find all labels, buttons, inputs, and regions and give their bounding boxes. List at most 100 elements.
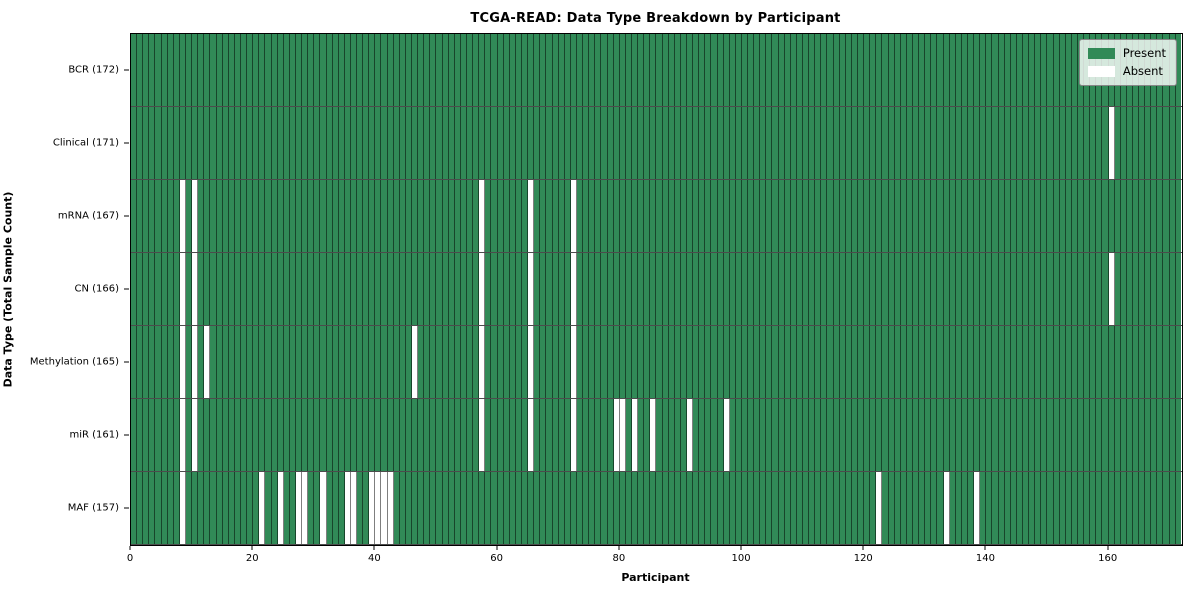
matrix-cell-present bbox=[803, 399, 810, 471]
matrix-cell-present bbox=[992, 399, 999, 471]
matrix-cell-present bbox=[937, 399, 944, 471]
matrix-cell-present bbox=[693, 472, 700, 544]
matrix-cell-present bbox=[888, 253, 895, 325]
matrix-cell-present bbox=[424, 107, 431, 179]
matrix-cell-present bbox=[412, 253, 419, 325]
matrix-cell-present bbox=[1169, 253, 1176, 325]
matrix-cell-present bbox=[1077, 107, 1085, 179]
matrix-cell-present bbox=[711, 107, 718, 179]
matrix-cell-present bbox=[430, 472, 437, 544]
matrix-cell-present bbox=[809, 180, 816, 252]
matrix-cell-present bbox=[607, 253, 614, 325]
matrix-cell-present bbox=[607, 326, 614, 398]
matrix-cell-present bbox=[858, 326, 865, 398]
matrix-cell-present bbox=[302, 326, 309, 398]
matrix-cell-present bbox=[1041, 472, 1048, 544]
matrix-cell-present bbox=[644, 180, 651, 252]
matrix-cell-present bbox=[1029, 253, 1036, 325]
matrix-cell-present bbox=[308, 326, 315, 398]
matrix-cell-present bbox=[363, 107, 370, 179]
matrix-cell-present bbox=[247, 34, 254, 106]
matrix-cell-present bbox=[778, 472, 785, 544]
matrix-cell-present bbox=[583, 326, 590, 398]
matrix-cell-present bbox=[1157, 107, 1164, 179]
matrix-cell-present bbox=[1139, 399, 1146, 471]
matrix-cell-present bbox=[919, 399, 926, 471]
matrix-cell-present bbox=[271, 472, 278, 544]
matrix-cell-present bbox=[760, 107, 767, 179]
matrix-cell-absent bbox=[570, 399, 577, 471]
matrix-cell-present bbox=[735, 34, 742, 106]
matrix-cell-present bbox=[155, 253, 162, 325]
matrix-cell-present bbox=[1108, 180, 1115, 252]
matrix-cell-present bbox=[888, 399, 895, 471]
matrix-cell-present bbox=[680, 107, 687, 179]
matrix-cell-present bbox=[576, 180, 584, 252]
matrix-cell-present bbox=[961, 472, 968, 544]
matrix-cell-present bbox=[729, 180, 736, 252]
matrix-cell-present bbox=[564, 34, 571, 106]
matrix-cell-present bbox=[381, 107, 388, 179]
matrix-cell-present bbox=[680, 399, 687, 471]
matrix-cell-present bbox=[576, 34, 584, 106]
matrix-cell-present bbox=[375, 326, 382, 398]
matrix-cell-present bbox=[803, 180, 810, 252]
matrix-cell-present bbox=[778, 107, 785, 179]
legend-item-present: Present bbox=[1087, 47, 1166, 60]
x-tick-label-80: 80 bbox=[612, 553, 626, 564]
matrix-cell-present bbox=[503, 326, 510, 398]
matrix-cell-present bbox=[265, 326, 272, 398]
matrix-cell-present bbox=[161, 253, 168, 325]
matrix-cell-present bbox=[277, 180, 284, 252]
matrix-cell-present bbox=[998, 472, 1005, 544]
matrix-cell-present bbox=[644, 399, 651, 471]
matrix-cell-present bbox=[589, 34, 596, 106]
matrix-cell-present bbox=[870, 180, 877, 252]
matrix-cell-present bbox=[1102, 180, 1109, 252]
matrix-cell-present bbox=[638, 34, 645, 106]
matrix-cell-present bbox=[412, 34, 419, 106]
matrix-cell-present bbox=[894, 34, 901, 106]
matrix-cell-present bbox=[1163, 326, 1170, 398]
matrix-cell-present bbox=[595, 107, 602, 179]
matrix-cell-present bbox=[1010, 472, 1017, 544]
matrix-cell-present bbox=[937, 472, 944, 544]
matrix-cell-present bbox=[760, 34, 767, 106]
matrix-cell-present bbox=[509, 34, 516, 106]
matrix-cell-present bbox=[613, 472, 620, 544]
matrix-cell-present bbox=[515, 180, 522, 252]
matrix-cell-present bbox=[919, 180, 926, 252]
matrix-cell-present bbox=[595, 472, 602, 544]
matrix-cell-present bbox=[1157, 253, 1164, 325]
matrix-cell-absent bbox=[412, 326, 419, 398]
matrix-cell-present bbox=[882, 399, 889, 471]
matrix-cell-present bbox=[1169, 107, 1176, 179]
matrix-cell-present bbox=[1145, 253, 1152, 325]
matrix-cell-present bbox=[1175, 34, 1181, 106]
matrix-cell-present bbox=[748, 253, 755, 325]
matrix-cell-present bbox=[1047, 180, 1054, 252]
matrix-cell-present bbox=[283, 253, 290, 325]
matrix-cell-present bbox=[344, 107, 351, 179]
matrix-cell-present bbox=[949, 472, 956, 544]
matrix-cell-present bbox=[350, 253, 358, 325]
matrix-cell-absent bbox=[192, 253, 199, 325]
matrix-cell-present bbox=[143, 180, 150, 252]
matrix-cell-present bbox=[888, 472, 895, 544]
matrix-cell-present bbox=[338, 399, 345, 471]
matrix-cell-present bbox=[821, 180, 828, 252]
matrix-cell-present bbox=[882, 180, 889, 252]
matrix-cell-present bbox=[790, 326, 797, 398]
matrix-cell-present bbox=[974, 399, 981, 471]
matrix-cell-present bbox=[393, 107, 400, 179]
matrix-cell-present bbox=[332, 34, 339, 106]
matrix-cell-present bbox=[143, 253, 150, 325]
matrix-cell-present bbox=[405, 253, 413, 325]
matrix-cell-present bbox=[430, 34, 437, 106]
matrix-cell-present bbox=[338, 472, 345, 544]
matrix-cell-present bbox=[308, 34, 315, 106]
matrix-cell-present bbox=[240, 472, 248, 544]
matrix-cell-present bbox=[1016, 326, 1023, 398]
matrix-cell-present bbox=[809, 472, 816, 544]
matrix-cell-present bbox=[595, 253, 602, 325]
